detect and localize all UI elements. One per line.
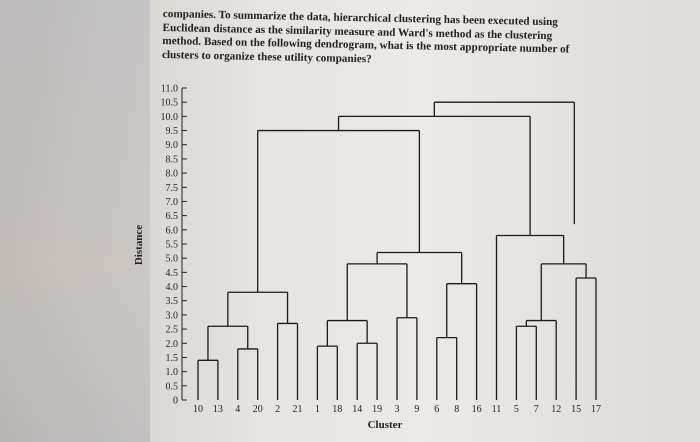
y-axis-ticks: 11.0 10.5 10.0 9.5 9.0 8.5 8.0 7.5 7.0 6.5 6.0 5.5 5…: [161, 84, 187, 407]
leaf-label: 13: [213, 404, 223, 415]
leaf-label: 11: [492, 404, 502, 415]
leaf-label: 6: [434, 404, 439, 415]
y-tick-label: 10.0: [161, 112, 179, 123]
x-axis-label: Cluster: [368, 419, 403, 431]
y-tick-label: 8.5: [166, 154, 179, 165]
y-tick-label: 8.0: [166, 169, 179, 180]
y-tick-label: 2.5: [166, 325, 179, 336]
y-tick-label: 2.0: [166, 339, 179, 350]
y-tick-label: 5.0: [166, 254, 179, 265]
y-tick-label: 5.5: [166, 240, 179, 251]
leaf-label: 4: [235, 404, 240, 415]
leaf-labels: 10 13 4 20 2 21 1 18 14 19 3 9 6 8 16 11 5 7 12 15 17: [193, 404, 601, 415]
leaf-label: 5: [514, 404, 519, 415]
leaf-label: 2: [275, 404, 280, 415]
leaf-label: 18: [332, 404, 342, 415]
leaf-label: 1: [315, 404, 320, 415]
y-tick-label: 6.0: [166, 225, 179, 236]
leaf-label: 7: [534, 404, 539, 415]
y-tick-label: 6.5: [166, 211, 179, 222]
y-axis-label: Distance: [133, 225, 145, 265]
leaf-label: 19: [372, 404, 382, 415]
y-tick-label: 4.0: [166, 282, 179, 293]
y-tick-label: 9.0: [166, 140, 179, 151]
leaf-label: 9: [414, 404, 419, 415]
leaf-label: 20: [253, 404, 263, 415]
page-edge-shadow: [0, 0, 150, 442]
leaf-label: 3: [395, 404, 400, 415]
dendrogram-links: [197, 101, 597, 400]
y-tick-label: 11.0: [161, 84, 178, 95]
leaf-label: 14: [352, 404, 362, 415]
y-tick-label: 1.5: [166, 353, 179, 364]
y-tick-label: 0.5: [166, 381, 179, 392]
leaf-label: 16: [472, 404, 482, 415]
leaf-label: 21: [293, 404, 303, 415]
y-tick-label: 3.0: [166, 310, 179, 321]
y-tick-label: 9.5: [166, 126, 179, 137]
leaf-label: 17: [591, 404, 601, 415]
leaf-label: 10: [193, 404, 203, 415]
y-tick-label: 10.5: [161, 98, 179, 109]
y-tick-label: 0: [173, 396, 178, 407]
y-tick-label: 7.0: [166, 197, 179, 208]
leaf-label: 12: [551, 404, 561, 415]
y-tick-label: 7.5: [166, 183, 179, 194]
leaf-label: 8: [454, 404, 459, 415]
y-tick-label: 3.5: [166, 296, 179, 307]
leaf-label: 15: [571, 404, 581, 415]
y-tick-label: 1.0: [166, 367, 179, 378]
y-tick-label: 4.5: [166, 268, 179, 279]
